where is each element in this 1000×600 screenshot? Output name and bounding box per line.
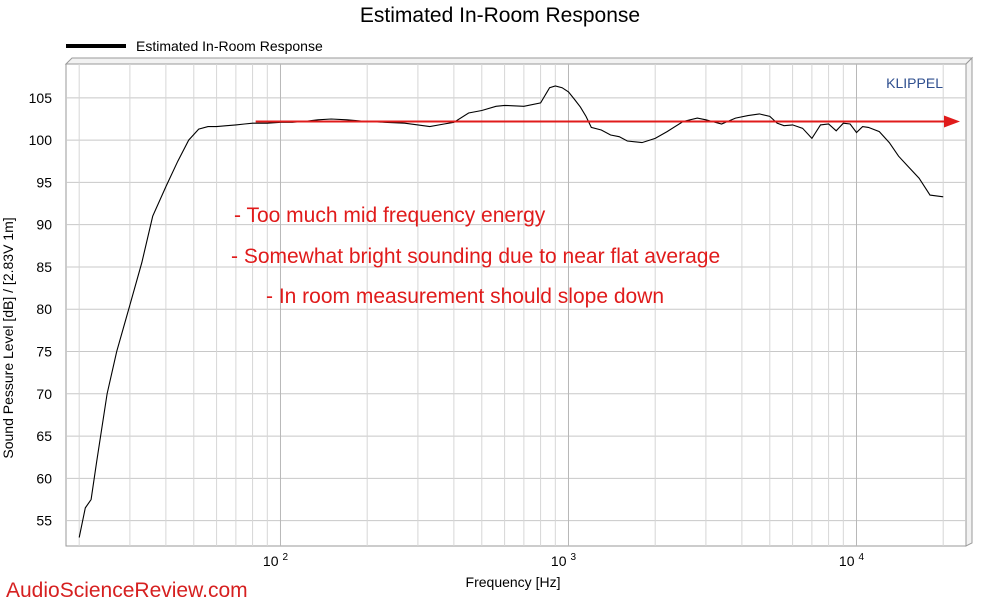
x-tick-label-exponent-0: 2 — [282, 552, 288, 563]
annotation-3: - In room measurement should slope down — [266, 285, 664, 308]
y-tick-label-95: 95 — [36, 174, 52, 190]
x-tick-label-base-0: 10 — [263, 553, 279, 569]
y-tick-label-70: 70 — [36, 386, 52, 402]
legend-entry-label: Estimated In-Room Response — [136, 38, 323, 54]
y-axis-label: Sound Pessure Level [dB] / [2.83V 1m] — [0, 217, 16, 458]
x-tick-label-base-2: 10 — [839, 553, 855, 569]
y-tick-label-65: 65 — [36, 428, 52, 444]
y-tick-label-80: 80 — [36, 301, 52, 317]
y-tick-label-90: 90 — [36, 217, 52, 233]
x-tick-label-exponent-2: 4 — [858, 552, 864, 563]
y-tick-label-100: 100 — [29, 132, 53, 148]
y-tick-labels: 55 60 65 70 75 80 85 90 95 100 105 — [29, 90, 53, 529]
annotation-2: - Somewhat bright sounding due to near f… — [231, 245, 720, 268]
y-tick-label-55: 55 — [36, 513, 52, 529]
series-layer — [78, 85, 944, 538]
brand-label-klippel: KLIPPEL — [886, 75, 943, 91]
reference-arrow-head — [944, 115, 960, 128]
watermark-text: AudioScienceReview.com — [6, 579, 248, 600]
reference-arrow — [255, 115, 960, 128]
annotation-1: - Too much mid frequency energy — [234, 204, 546, 227]
x-tick-label-exponent-1: 3 — [570, 552, 576, 563]
plot-frame-depth-right — [965, 56, 973, 547]
plot-frame-depth-top — [64, 57, 974, 65]
x-tick-labels: 10 2 10 3 10 4 — [263, 552, 865, 569]
grid-layer — [66, 64, 966, 546]
x-axis-label: Frequency [Hz] — [466, 574, 561, 590]
y-tick-label-60: 60 — [36, 470, 52, 486]
y-tick-label-75: 75 — [36, 344, 52, 360]
y-tick-label-85: 85 — [36, 259, 52, 275]
chart-title: Estimated In-Room Response — [360, 4, 640, 27]
y-tick-label-105: 105 — [29, 90, 53, 106]
x-tick-label-base-1: 10 — [551, 553, 567, 569]
plot-area — [65, 63, 967, 547]
series-line-0 — [78, 85, 944, 538]
